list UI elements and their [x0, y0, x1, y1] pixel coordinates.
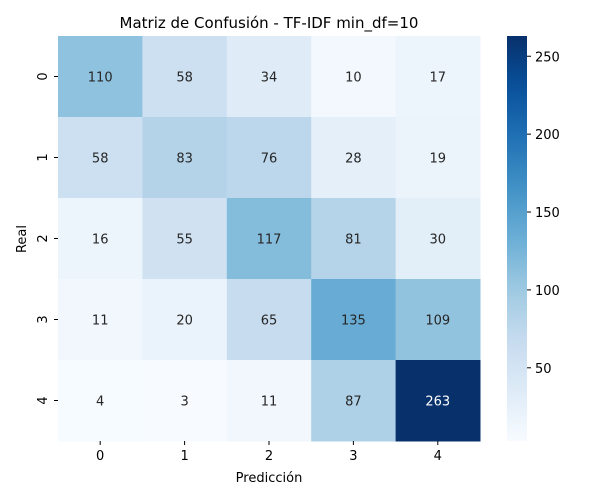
heatmap-cell: [311, 279, 397, 361]
cell-value-label: 58: [92, 152, 109, 167]
heatmap-cell: [142, 117, 228, 199]
cell-value-label: 20: [176, 314, 193, 329]
colorbar-tick-label: 150: [535, 206, 560, 221]
heatmap-cell: [395, 360, 481, 442]
cell-value-label: 76: [261, 152, 278, 167]
heatmap-cell: [142, 36, 228, 118]
cell-value-label: 4: [96, 395, 104, 410]
cell-value-label: 135: [341, 314, 366, 329]
heatmap-cell: [395, 36, 481, 118]
y-tick-label: 0: [36, 72, 51, 80]
heatmap-cell: [58, 198, 143, 280]
heatmap-cell: [311, 198, 397, 280]
heatmap-cell: [226, 279, 312, 361]
cell-value-label: 58: [176, 71, 193, 86]
heatmap-cell: [142, 360, 228, 442]
colorbar-gradient: [507, 36, 527, 441]
x-tick-label: 4: [434, 449, 442, 464]
y-tick-label: 1: [36, 153, 51, 161]
cell-value-label: 110: [88, 71, 113, 86]
cell-value-label: 19: [430, 152, 447, 167]
heatmap-cell: [142, 198, 228, 280]
cell-value-label: 117: [257, 233, 282, 248]
cell-value-label: 11: [261, 395, 278, 410]
heatmap-cell: [58, 117, 143, 199]
heatmap-cell: [226, 198, 312, 280]
x-tick-label: 2: [265, 449, 273, 464]
x-tick-label: 3: [349, 449, 357, 464]
cell-value-label: 34: [261, 71, 278, 86]
colorbar-tick-label: 50: [535, 362, 552, 377]
y-tick-label: 2: [36, 234, 51, 242]
heatmap-cell: [226, 360, 312, 442]
heatmap-cell: [311, 117, 397, 199]
cell-value-label: 55: [176, 233, 193, 248]
y-tick-label: 4: [36, 396, 51, 404]
heatmap-cell: [58, 279, 143, 361]
cell-value-label: 30: [430, 233, 447, 248]
heatmap-cell: [395, 198, 481, 280]
heatmap-cell: [311, 36, 397, 118]
cell-value-label: 17: [430, 71, 447, 86]
colorbar-tick-label: 100: [535, 284, 560, 299]
colorbar-tick-label: 250: [535, 50, 560, 65]
chart-title: Matriz de Confusión - TF-IDF min_df=10: [120, 14, 419, 33]
x-axis-label: Predicción: [236, 471, 303, 486]
y-axis-label: Real: [15, 225, 30, 253]
heatmap-cell: [226, 117, 312, 199]
heatmap-cell: [311, 360, 397, 442]
cell-value-label: 87: [345, 395, 362, 410]
cell-value-label: 65: [261, 314, 278, 329]
heatmap-cell: [142, 279, 228, 361]
x-tick-label: 1: [180, 449, 188, 464]
cell-value-label: 16: [92, 233, 109, 248]
heatmap-cell: [395, 279, 481, 361]
x-tick-label: 0: [96, 449, 104, 464]
heatmap-cell: [58, 360, 143, 442]
colorbar-tick-label: 200: [535, 128, 560, 143]
heatmap-cell: [58, 36, 143, 118]
y-axis-ticks: 0 1 2 3 4: [36, 72, 58, 405]
colorbar: 50 100 150 200 250: [507, 36, 560, 441]
x-axis-ticks: 0 1 2 3 4: [96, 441, 442, 464]
cell-value-label: 11: [92, 314, 109, 329]
cell-value-label: 28: [345, 152, 362, 167]
cell-value-label: 263: [425, 395, 450, 410]
heatmap-cell: [226, 36, 312, 118]
cell-value-label: 83: [176, 152, 193, 167]
cell-value-label: 10: [345, 71, 362, 86]
cell-value-label: 109: [425, 314, 450, 329]
cell-value-label: 3: [180, 395, 188, 410]
y-tick-label: 3: [36, 315, 51, 323]
cell-value-label: 81: [345, 233, 362, 248]
heatmap-cell: [395, 117, 481, 199]
